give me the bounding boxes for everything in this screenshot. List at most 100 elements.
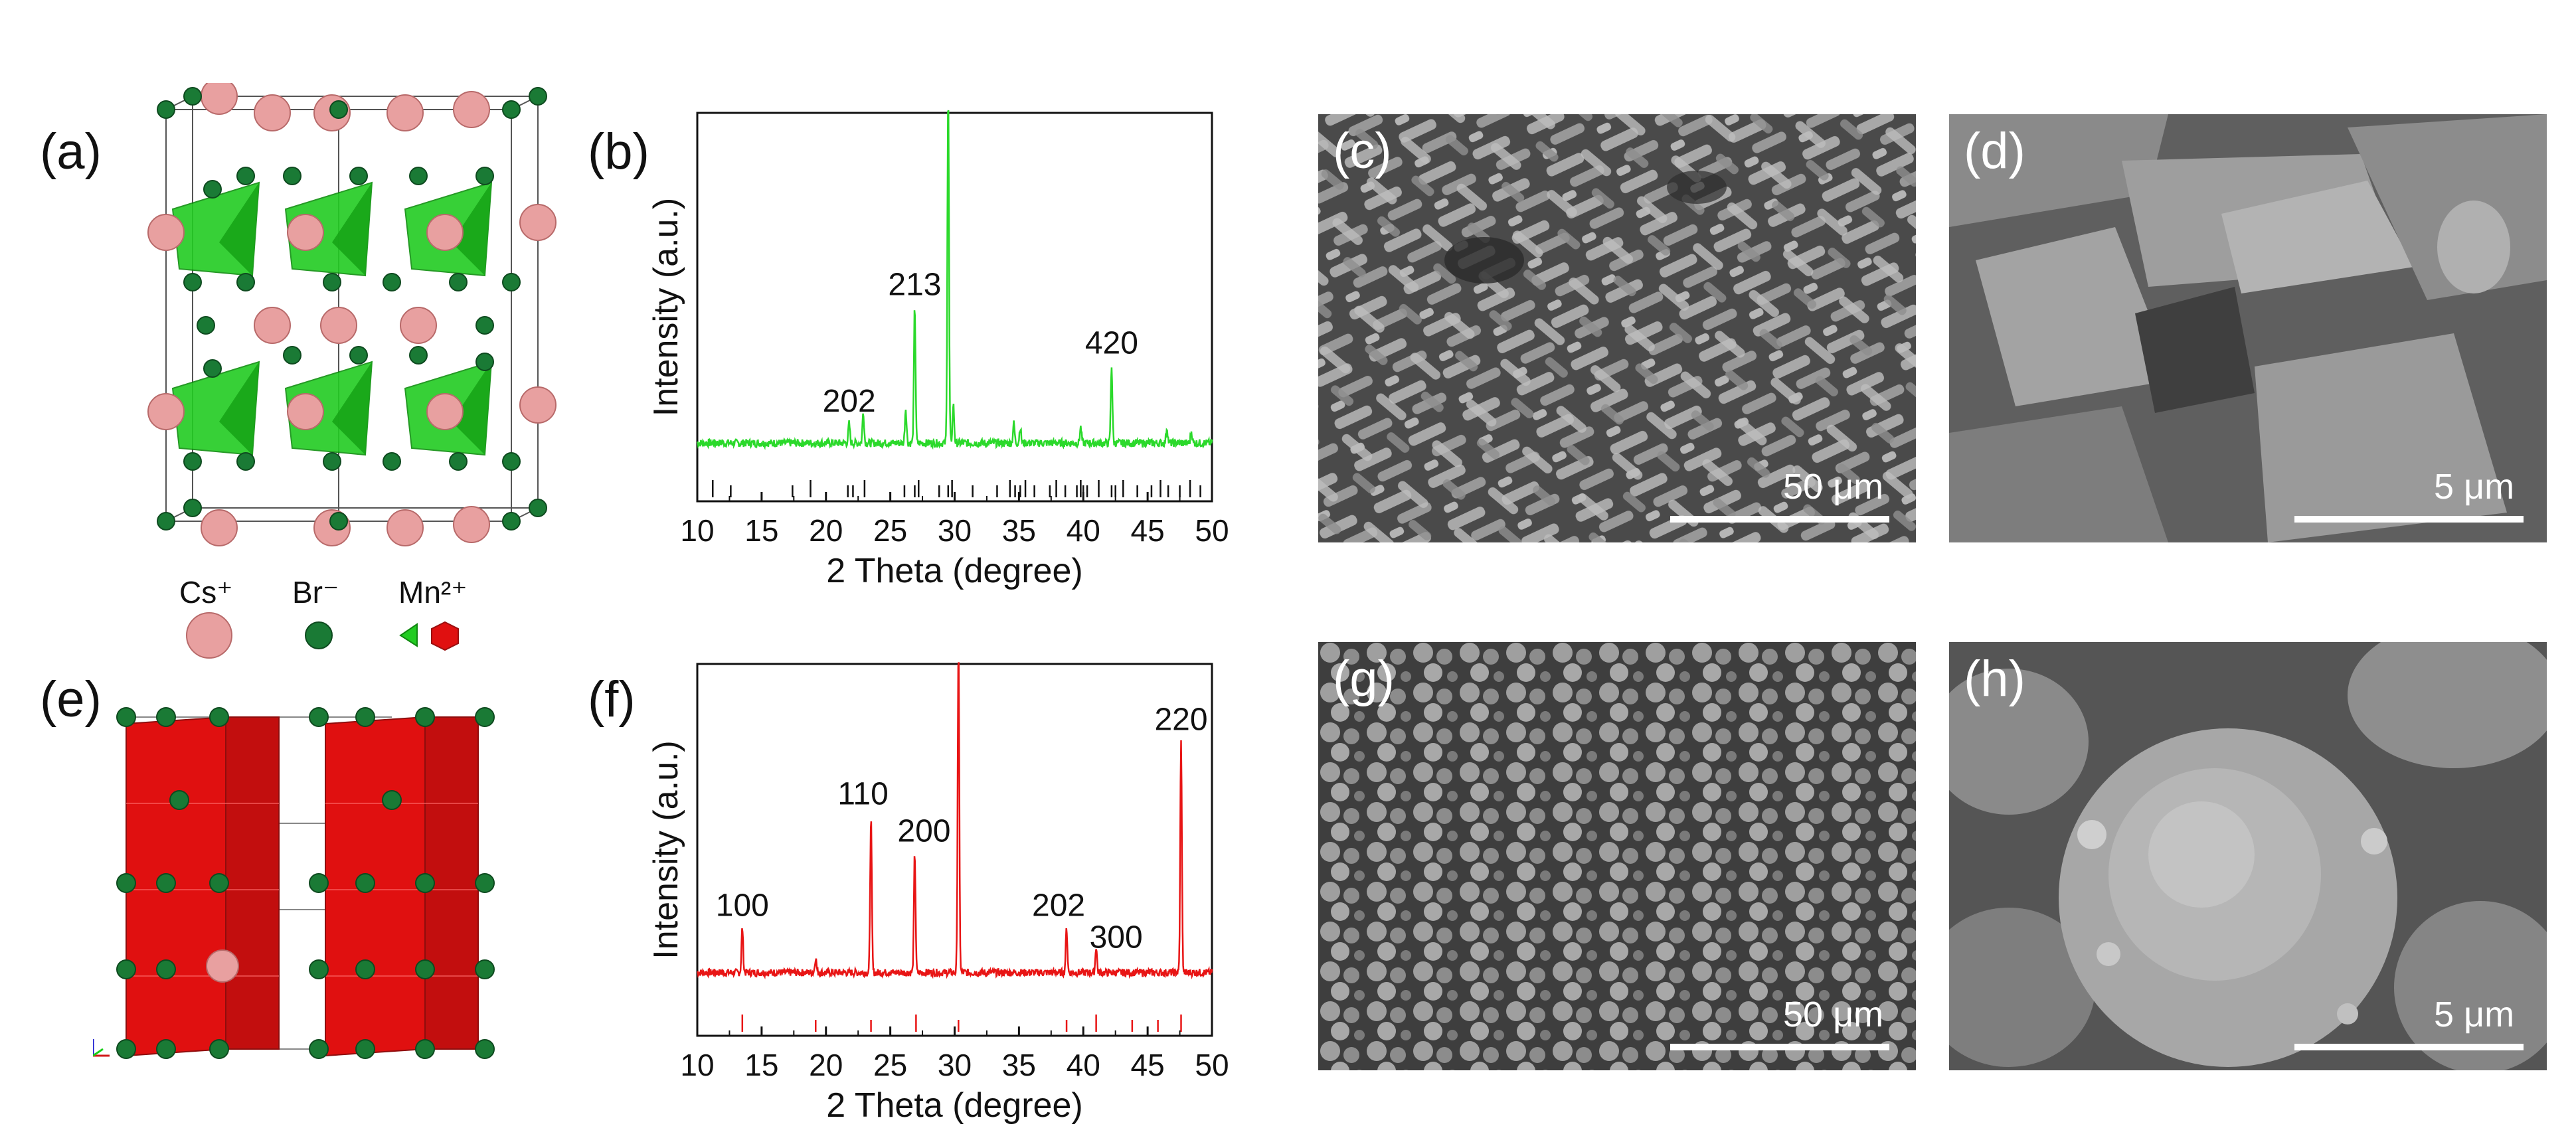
br-atom	[415, 1039, 435, 1059]
br-atom	[415, 873, 435, 893]
peak-annotation: 420	[1085, 325, 1138, 361]
cs-atom-icon	[186, 612, 232, 659]
cs-atom	[426, 214, 464, 251]
y-axis-label: Intensity (a.u.)	[647, 198, 685, 416]
scalebar-c	[1670, 516, 1889, 523]
cs-atom	[519, 386, 557, 424]
br-atom	[309, 707, 329, 727]
br-atom	[116, 1039, 136, 1059]
x-tick-label: 20	[809, 513, 843, 548]
scalebar-label-c: 50 μm	[1783, 467, 1884, 507]
cs-atom	[254, 307, 291, 344]
br-atom	[309, 873, 329, 893]
peak-annotation: 220	[1154, 702, 1207, 738]
panel-label-d: (d)	[1964, 123, 2025, 179]
x-tick-label: 35	[1002, 1048, 1036, 1082]
scalebar-label-h: 5 μm	[2434, 995, 2515, 1034]
br-atom	[116, 873, 136, 893]
br-atom	[323, 452, 341, 471]
cs-atom	[287, 214, 324, 251]
br-atom	[156, 1039, 176, 1059]
br-atom	[475, 707, 495, 727]
br-atom	[502, 512, 521, 530]
xrd-pattern-line	[697, 662, 1213, 980]
panel-label-c: (c)	[1333, 123, 1392, 179]
scalebar-d	[2294, 516, 2524, 523]
br-atom	[475, 959, 495, 979]
br-atom	[502, 452, 521, 471]
br-atom	[209, 873, 229, 893]
scalebar-label-g: 50 μm	[1783, 995, 1884, 1034]
mn-tetrahedron-icon	[399, 623, 418, 647]
x-tick-label: 50	[1195, 1048, 1229, 1082]
br-atom	[309, 1039, 329, 1059]
cs-atom	[147, 393, 185, 430]
x-tick-label: 10	[680, 1048, 714, 1082]
sem-image-h: (h) 5 μm	[1949, 642, 2547, 1070]
y-axis-label: Intensity (a.u.)	[647, 740, 685, 959]
x-tick-label: 20	[809, 1048, 843, 1082]
sem-image-g: (g) 50 μm	[1318, 642, 1916, 1070]
br-atom	[183, 273, 202, 291]
br-atom	[415, 959, 435, 979]
br-atom	[529, 87, 547, 106]
br-atom	[415, 707, 435, 727]
br-atom	[203, 359, 222, 378]
peak-annotation: 201	[932, 644, 985, 645]
br-atom	[529, 499, 547, 517]
panel-label-a: (a)	[40, 123, 102, 180]
br-atom	[329, 100, 348, 119]
mn-tetrahedron-face	[332, 362, 372, 455]
scalebar-label-d: 5 μm	[2434, 467, 2515, 507]
br-atom	[349, 167, 368, 185]
x-tick-label: 45	[1131, 1048, 1165, 1082]
br-atom	[203, 180, 222, 199]
scalebar-h	[2294, 1044, 2524, 1050]
cs-atom	[206, 949, 239, 983]
br-atom	[236, 273, 255, 291]
br-atom	[156, 707, 176, 727]
cs-atom	[386, 94, 424, 131]
br-atom	[209, 1039, 229, 1059]
axis-b	[92, 1048, 104, 1057]
br-atom	[475, 167, 494, 185]
br-atom	[355, 873, 375, 893]
atom-legend: Cs⁺ Br⁻ Mn²⁺	[179, 574, 485, 661]
br-atom	[169, 790, 189, 810]
cs-atom	[426, 393, 464, 430]
br-atom	[157, 512, 175, 530]
cs-atom	[453, 91, 490, 128]
x-tick-label: 40	[1067, 513, 1100, 548]
panel-label-b: (b)	[588, 123, 649, 180]
legend-label-br: Br⁻	[292, 575, 339, 610]
x-tick-label: 45	[1131, 513, 1165, 548]
br-atom	[329, 512, 348, 530]
br-atom	[475, 316, 494, 335]
cs-atom	[254, 94, 291, 131]
peak-annotation: 100	[716, 888, 769, 924]
br-atom	[355, 959, 375, 979]
xrd-chart-b: 10 15 20 25 30 35 40 45 50 2 Theta (degree) Intens…	[638, 54, 1248, 604]
mn-octahedron-icon	[431, 621, 459, 651]
crystal-structure-a	[139, 78, 564, 548]
mn-tetrahedron-face	[219, 183, 259, 276]
xrd-pattern-line	[697, 110, 1213, 451]
mn-tetrahedron-face	[452, 362, 491, 455]
x-tick-label: 10	[680, 513, 714, 548]
br-atom	[323, 273, 341, 291]
x-tick-label: 30	[938, 1048, 972, 1082]
br-atom	[156, 959, 176, 979]
panel-label-h: (h)	[1964, 651, 2025, 707]
br-atom	[197, 316, 215, 335]
br-atom	[383, 273, 401, 291]
br-atom	[475, 1039, 495, 1059]
br-atom	[383, 452, 401, 471]
peak-annotation: 202	[823, 384, 876, 419]
br-atom	[183, 452, 202, 471]
cs-atom	[201, 509, 238, 546]
cs-atom	[201, 78, 238, 115]
br-atom	[116, 707, 136, 727]
br-atom	[502, 273, 521, 291]
br-atom	[475, 873, 495, 893]
x-tick-label: 50	[1195, 513, 1229, 548]
